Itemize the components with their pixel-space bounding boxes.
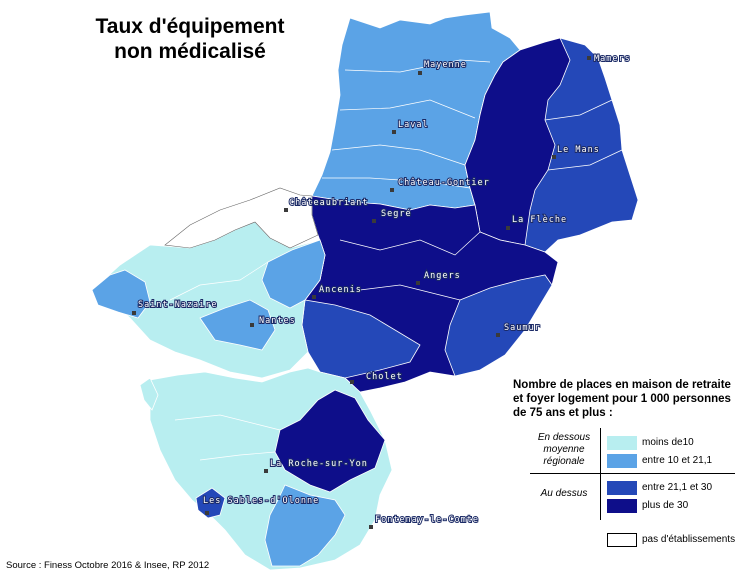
city-la-roche-sur-yon: La Roche-sur-Yon xyxy=(264,458,368,473)
legend-group-above: Au dessus xyxy=(540,488,588,499)
legend-label-class-1: moins de10 xyxy=(642,437,694,448)
city-fontenay: Fontenay-le-Comte xyxy=(369,514,479,529)
svg-text:Laval: Laval xyxy=(398,120,429,130)
city-segre: Segré xyxy=(372,207,412,223)
zone-les-sables xyxy=(195,487,226,519)
svg-text:Saumur: Saumur xyxy=(504,323,541,333)
svg-text:Les Sables-d'Olonne: Les Sables-d'Olonne xyxy=(203,496,319,506)
svg-text:Segré: Segré xyxy=(381,208,412,219)
svg-text:Le Mans: Le Mans xyxy=(557,145,600,155)
svg-text:Fontenay-le-Comte: Fontenay-le-Comte xyxy=(375,515,479,525)
zone-vendee-sud xyxy=(264,484,346,567)
svg-text:Saint-Nazaire: Saint-Nazaire xyxy=(138,300,218,310)
svg-text:Cholet: Cholet xyxy=(366,372,403,382)
zone-saint-nazaire xyxy=(91,269,151,319)
zone-chateaubriant xyxy=(164,187,319,249)
zone-nantes xyxy=(199,299,276,351)
svg-text:Ancenis: Ancenis xyxy=(319,285,362,295)
legend-horizontal-divider xyxy=(530,473,735,474)
svg-text:Angers: Angers xyxy=(424,271,461,281)
svg-text:Châteaubriant: Châteaubriant xyxy=(289,198,369,208)
city-mamers: Mamers xyxy=(587,53,631,65)
zone-ile xyxy=(139,377,159,411)
city-la-fleche: La Flèche xyxy=(506,213,567,230)
city-cholet: Cholet xyxy=(350,371,403,384)
city-ancenis: Ancenis xyxy=(312,284,362,299)
legend-title-line-3: de 75 ans et plus : xyxy=(513,407,613,419)
svg-text:La Roche-sur-Yon: La Roche-sur-Yon xyxy=(270,459,368,469)
legend-label-none: pas d'établissements xyxy=(642,534,736,545)
city-le-mans: Le Mans xyxy=(552,144,600,159)
svg-text:La Flèche: La Flèche xyxy=(512,214,567,225)
svg-text:Mayenne: Mayenne xyxy=(424,60,467,70)
legend-swatch-class-3 xyxy=(607,481,637,495)
city-laval: Laval xyxy=(392,119,429,134)
city-chateaubriant: Châteaubriant xyxy=(284,197,369,212)
city-angers: Angers xyxy=(416,270,461,285)
legend-title-line-1: Nombre de places en maison de retraite xyxy=(513,379,731,391)
city-chateau-gontier: Château-Gontier xyxy=(390,177,490,192)
zone-ancenis xyxy=(261,239,326,309)
legend-group-below: En dessous moyenne régionale xyxy=(537,432,591,467)
city-mayenne: Mayenne xyxy=(418,59,467,75)
internal-borders xyxy=(169,59,623,461)
svg-text:Nantes: Nantes xyxy=(259,316,296,326)
title-line-1: Taux d'équipement xyxy=(95,15,285,38)
legend-swatch-class-4 xyxy=(607,499,637,513)
svg-text:Château-Gontier: Château-Gontier xyxy=(398,178,490,188)
legend-label-class-2: entre 10 et 21,1 xyxy=(642,455,713,466)
map-title: Taux d'équipement non médicalisé xyxy=(60,14,320,64)
legend-swatch-none xyxy=(607,533,637,547)
legend-vertical-divider xyxy=(600,428,601,520)
legend-label-class-3: entre 21,1 et 30 xyxy=(642,482,713,493)
legend: En dessous moyenne régionale Au dessus m… xyxy=(530,428,735,520)
svg-text:Mamers: Mamers xyxy=(594,54,631,64)
zone-mauges xyxy=(301,299,421,379)
city-saumur: Saumur xyxy=(496,322,541,337)
city-les-sables: Les Sables-d'Olonne xyxy=(202,495,319,515)
zone-vendee-est xyxy=(274,389,386,493)
title-line-2: non médicalisé xyxy=(114,40,266,63)
legend-swatch-class-2 xyxy=(607,454,637,468)
source-note: Source : Finess Octobre 2016 & Insee, RP… xyxy=(6,560,210,571)
legend-title-line-2: et foyer logement pour 1 000 personnes xyxy=(513,393,731,405)
city-saint-nazaire: Saint-Nazaire xyxy=(132,299,218,315)
legend-swatch-class-1 xyxy=(607,436,637,450)
legend-title: Nombre de places en maison de retraite e… xyxy=(513,378,735,420)
legend-label-class-4: plus de 30 xyxy=(642,500,689,511)
city-nantes: Nantes xyxy=(250,315,296,327)
zone-saumur xyxy=(444,274,553,377)
